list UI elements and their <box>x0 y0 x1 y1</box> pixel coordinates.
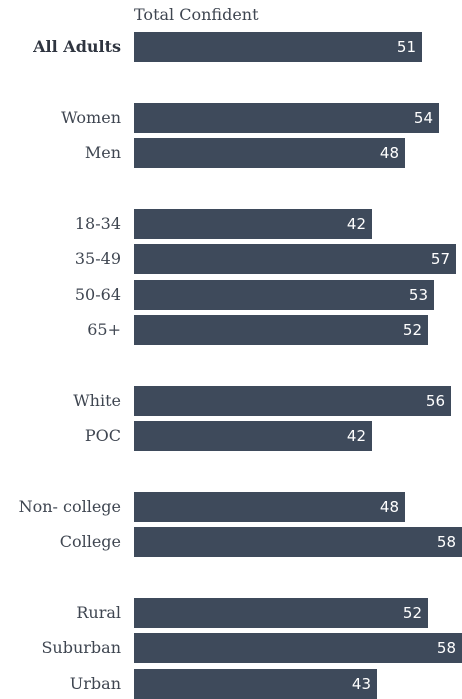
bar-value-label: 57 <box>430 250 450 268</box>
row-label: POC <box>84 426 121 445</box>
bar: 51 <box>134 32 422 62</box>
row-label: 18-34 <box>74 214 121 233</box>
bar-value-label: 54 <box>413 109 433 127</box>
bar: 42 <box>134 421 372 451</box>
bar-value-label: 42 <box>346 215 366 233</box>
bar-value-label: 48 <box>379 498 399 516</box>
row-label: Urban <box>69 674 121 693</box>
bar: 54 <box>134 103 439 133</box>
row-label: Suburban <box>41 638 121 657</box>
bar: 43 <box>134 669 377 699</box>
bar: 48 <box>134 138 405 168</box>
row-label: All Adults <box>33 37 121 56</box>
bar-value-label: 52 <box>402 604 422 622</box>
bar-value-label: 58 <box>436 639 456 657</box>
bar-value-label: 48 <box>379 144 399 162</box>
row-label: Women <box>61 108 121 127</box>
bar: 52 <box>134 315 428 345</box>
row-label: 65+ <box>87 320 121 339</box>
bar: 52 <box>134 598 428 628</box>
row-label: Rural <box>76 603 121 622</box>
row-label: Men <box>84 143 121 162</box>
bar: 58 <box>134 527 462 557</box>
bar-value-label: 58 <box>436 533 456 551</box>
bar: 42 <box>134 209 372 239</box>
bar: 56 <box>134 386 451 416</box>
bar: 58 <box>134 633 462 663</box>
bar-value-label: 43 <box>351 675 371 693</box>
bar-value-label: 52 <box>402 321 422 339</box>
bar-value-label: 53 <box>408 286 428 304</box>
row-label: 35-49 <box>74 249 121 268</box>
bar: 53 <box>134 280 434 310</box>
bar: 57 <box>134 244 456 274</box>
column-header: Total Confident <box>134 5 259 24</box>
row-label: Non- college <box>18 497 121 516</box>
row-label: College <box>59 532 121 551</box>
row-label: 50-64 <box>74 285 121 304</box>
bar-value-label: 42 <box>346 427 366 445</box>
bar-value-label: 56 <box>425 392 445 410</box>
bar-value-label: 51 <box>396 38 416 56</box>
bar: 48 <box>134 492 405 522</box>
row-label: White <box>73 391 121 410</box>
